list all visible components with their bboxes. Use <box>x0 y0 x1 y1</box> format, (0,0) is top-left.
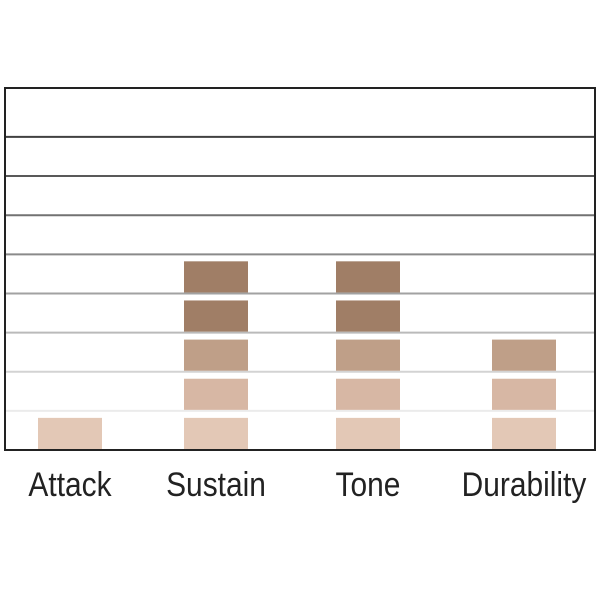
bar-segment <box>38 417 102 449</box>
bar-segment <box>336 378 400 410</box>
x-tick-label: Attack <box>28 465 112 503</box>
bar-segment <box>184 417 248 449</box>
x-tick-label: Durability <box>462 465 587 503</box>
bar-segment <box>336 417 400 449</box>
bar-segment <box>492 339 556 371</box>
bar-segment <box>336 339 400 371</box>
bar-segment <box>336 300 400 332</box>
bar-segment <box>492 417 556 449</box>
bar-segment <box>184 339 248 371</box>
bar-segment <box>492 378 556 410</box>
x-tick-label: Tone <box>336 465 401 503</box>
plot-frame <box>4 87 596 451</box>
x-tick-label: Sustain <box>166 465 266 503</box>
bar-segment <box>336 261 400 293</box>
bar-segment <box>184 261 248 293</box>
bar-segment <box>184 300 248 332</box>
bar-segment <box>184 378 248 410</box>
